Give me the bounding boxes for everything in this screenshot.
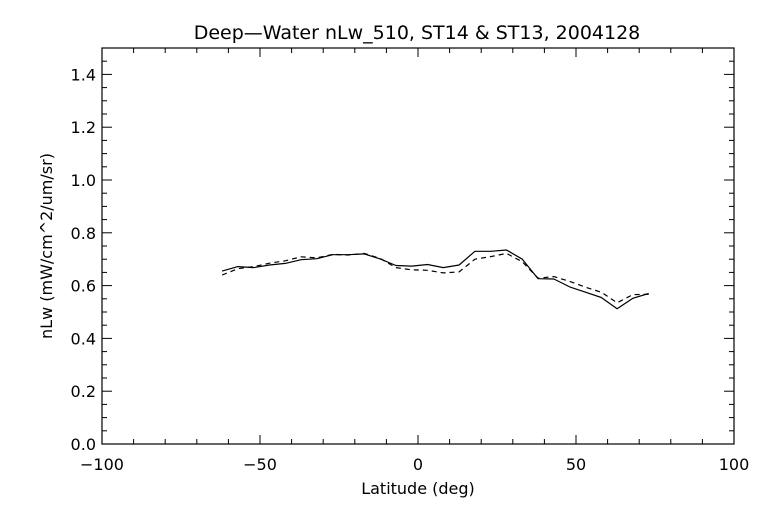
axis-ticks: [101, 48, 735, 445]
x-tick-label: 100: [719, 455, 750, 474]
series-lines: [221, 249, 649, 310]
y-tick-label: 0.4: [71, 329, 96, 348]
y-axis-label: nLw (mW/cm^2/um/sr): [37, 153, 56, 339]
x-tick-label: −50: [243, 455, 277, 474]
series-line-1-solid: [221, 249, 649, 310]
x-axis-label: Latitude (deg): [361, 479, 475, 498]
y-tick-label: 0.2: [71, 382, 96, 401]
x-tick-label: −100: [80, 455, 124, 474]
plot-frame: [101, 47, 735, 445]
y-tick-label: 1.4: [71, 65, 96, 84]
x-tick-label: 50: [566, 455, 586, 474]
y-tick-label: 1.0: [71, 171, 96, 190]
x-tick-label: 0: [413, 455, 423, 474]
y-tick-label: 0.8: [71, 224, 96, 243]
chart-title: Deep—Water nLw_510, ST14 & ST13, 2004128: [194, 22, 641, 44]
axis-tick-labels: −100 −50 0 50 100 0.0 0.2 0.4 0.6 0.8 1.0 1.2 1.4: [71, 65, 750, 474]
y-tick-label: 1.2: [71, 118, 96, 137]
y-tick-label: 0.6: [71, 277, 96, 296]
y-tick-label: 0.0: [71, 435, 96, 454]
series-line-2-dashed: [221, 252, 649, 304]
